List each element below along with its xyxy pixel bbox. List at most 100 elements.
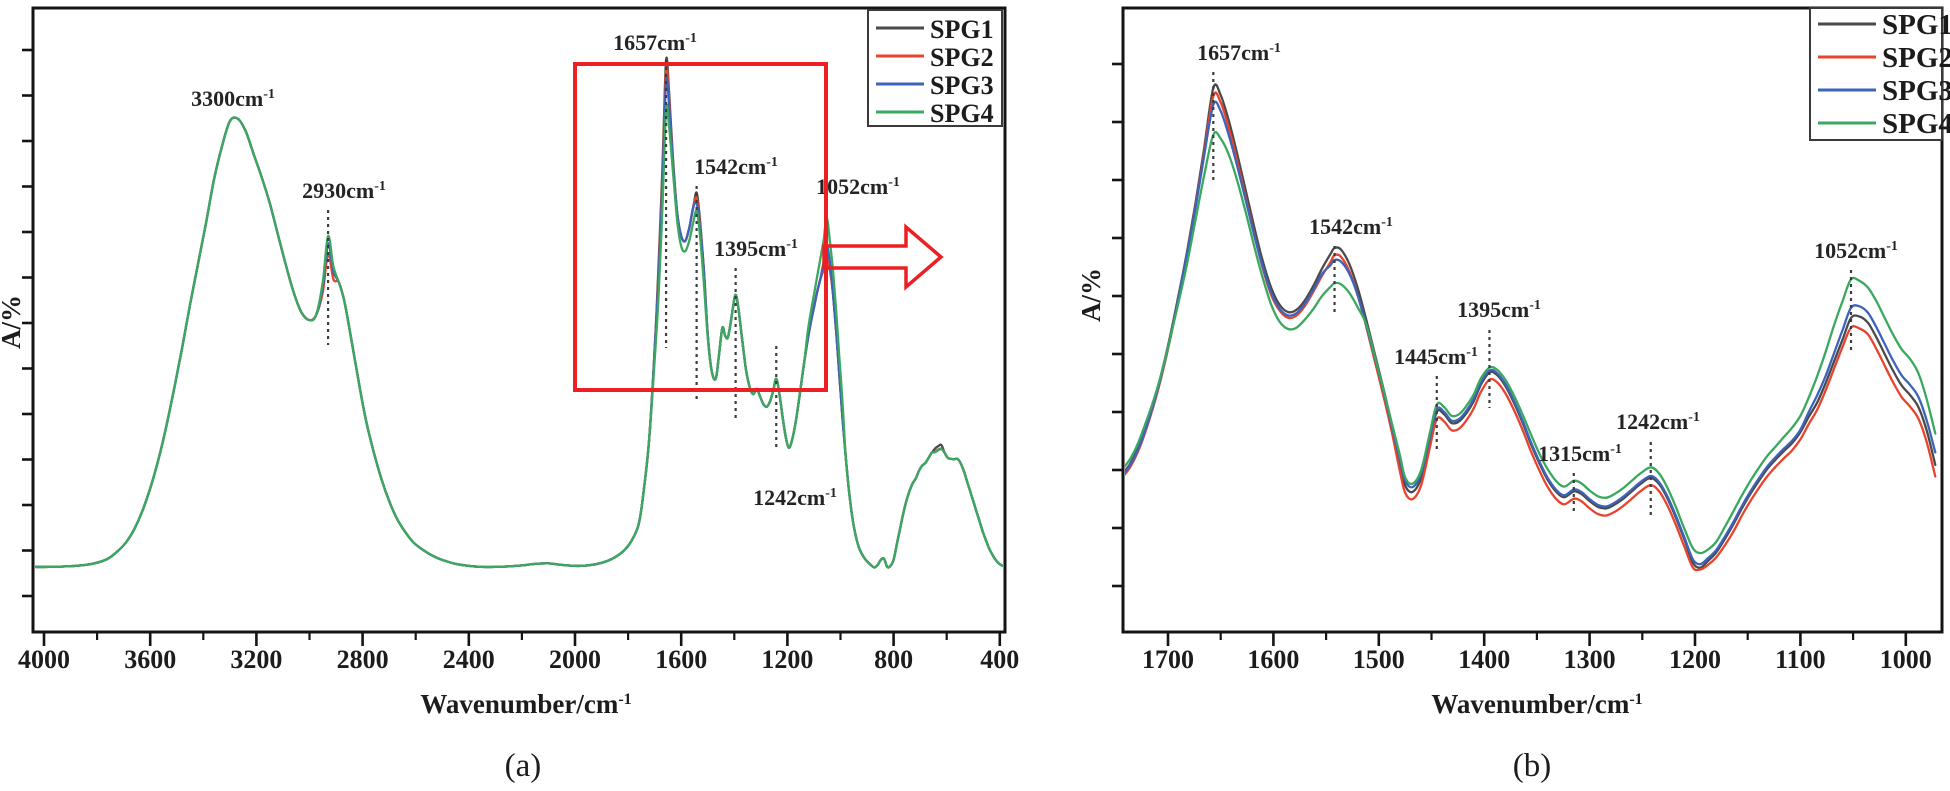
legend-label-spg2: SPG2 (930, 43, 994, 72)
curve-spg1-panel-a (35, 56, 1003, 569)
peak-label-base: 1395cm (1457, 297, 1529, 322)
x-tick-label: 400 (980, 645, 1019, 674)
peak-label-sup: -1 (1610, 442, 1622, 457)
peak-annotation-1445-b: 1445cm-1 (1394, 344, 1478, 452)
peak-annotation-1395-b: 1395cm-1 (1457, 297, 1541, 408)
x-tick-label: 3600 (124, 645, 176, 674)
peak-label: 1542cm-1 (1309, 214, 1393, 239)
peak-label-base: 1445cm (1394, 344, 1466, 369)
yaxis-label-a: A/% (0, 295, 26, 349)
x-tick-label: 1300 (1564, 645, 1616, 674)
xaxis-label-b: Wavenumber/cm-1 (1431, 689, 1642, 719)
peak-annotation-1315-b: 1315cm-1 (1538, 441, 1622, 512)
x-tick-label: 3200 (230, 645, 282, 674)
legend-label-spg1: SPG1 (1882, 9, 1950, 41)
peak-label-base: 1052cm (1814, 238, 1886, 263)
peak-label-base: 1657cm (1197, 40, 1269, 65)
x-tick-label: 1600 (1247, 645, 1299, 674)
x-tick-label: 1500 (1353, 645, 1405, 674)
peak-label-base: 1542cm (694, 154, 766, 179)
curves-panel-b (1125, 83, 1937, 572)
peak-label: 1395cm-1 (714, 236, 798, 261)
peak-label-base: 1395cm (714, 236, 786, 261)
peak-annotation-1395-a: 1395cm-1 (714, 236, 798, 420)
peak-label: 1242cm-1 (1616, 409, 1700, 434)
legend-box (1809, 7, 1943, 141)
peak-label-sup: -1 (766, 155, 778, 170)
peak-annotation-1542-a: 1542cm-1 (694, 154, 778, 400)
x-tick-label: 1000 (1880, 645, 1932, 674)
peak-annotation-3300-a: 3300cm-1 (191, 86, 275, 111)
yaxis-label-b: A/% (1076, 268, 1106, 322)
x-tick-label: 1200 (1669, 645, 1721, 674)
peak-label: 1315cm-1 (1538, 441, 1622, 466)
peak-label: 1052cm-1 (816, 174, 900, 199)
peak-label-base: 1242cm (1616, 409, 1688, 434)
peak-label-sup: -1 (685, 31, 697, 46)
x-tick-label: 1400 (1458, 645, 1510, 674)
x-tick-label: 4000 (18, 645, 70, 674)
peak-label-sup: -1 (1688, 410, 1700, 425)
x-tick-label: 1600 (655, 645, 707, 674)
curve-spg1-panel-b (1125, 83, 1937, 569)
peak-label-sup: -1 (888, 175, 900, 190)
peak-label-sup: -1 (825, 486, 837, 501)
peak-label: 3300cm-1 (191, 86, 275, 111)
peak-label-base: 2930cm (302, 178, 374, 203)
xaxis-label-a-base: Wavenumber/cm (420, 689, 618, 719)
x-tick-label: 2400 (443, 645, 495, 674)
legend-label-spg4: SPG4 (1882, 108, 1950, 140)
legend-label-spg2: SPG2 (1882, 42, 1950, 74)
x-tick-label: 1200 (761, 645, 813, 674)
caption-b: (b) (1513, 748, 1551, 784)
panel-b: 1657cm-11542cm-11445cm-11395cm-11315cm-1… (1112, 6, 1950, 674)
peak-label-base: 1242cm (753, 485, 825, 510)
peak-label-sup: -1 (1886, 239, 1898, 254)
peak-annotation-1242-a: 1242cm-1 (753, 346, 837, 510)
legend-label-spg1: SPG1 (930, 15, 994, 44)
zoom-arrow-icon (822, 223, 944, 291)
peak-label: 1445cm-1 (1394, 344, 1478, 369)
peak-label: 1657cm-1 (613, 30, 697, 55)
peak-label: 1542cm-1 (694, 154, 778, 179)
peak-label: 1395cm-1 (1457, 297, 1541, 322)
x-tick-label: 1700 (1142, 645, 1194, 674)
xaxis-label-a-sup: -1 (618, 691, 631, 708)
curve-spg2-panel-b (1125, 91, 1937, 572)
peak-label-sup: -1 (786, 237, 798, 252)
peak-annotation-1657-a: 1657cm-1 (613, 30, 697, 348)
peak-label-sup: -1 (263, 87, 275, 102)
plot-frame-a (31, 6, 1007, 634)
peak-label: 1052cm-1 (1814, 238, 1898, 263)
plot-frame-b (1121, 6, 1944, 634)
peak-annotation-1052-b: 1052cm-1 (1814, 238, 1898, 350)
peak-label: 2930cm-1 (302, 178, 386, 203)
peak-label-sup: -1 (1466, 345, 1478, 360)
legend-label-spg3: SPG3 (1882, 75, 1950, 107)
peak-label-base: 1315cm (1538, 441, 1610, 466)
x-tick-label: 800 (874, 645, 913, 674)
caption-a: (a) (505, 748, 542, 784)
peak-label-base: 1657cm (613, 30, 685, 55)
legend-label-spg3: SPG3 (930, 71, 994, 100)
curve-spg2-panel-a (35, 66, 1003, 569)
peak-label-sup: -1 (1269, 41, 1281, 56)
xaxis-label-a: Wavenumber/cm-1 (420, 689, 631, 719)
peak-label-base: 3300cm (191, 86, 263, 111)
peak-label: 1242cm-1 (753, 485, 837, 510)
peak-label-sup: -1 (1381, 215, 1393, 230)
x-tick-label: 1100 (1775, 645, 1826, 674)
legend-label-spg4: SPG4 (930, 99, 994, 128)
highlight-box (573, 62, 828, 392)
peak-label-sup: -1 (374, 179, 386, 194)
peak-label-base: 1542cm (1309, 214, 1381, 239)
curve-spg3-panel-b (1125, 100, 1937, 566)
peak-label-sup: -1 (1529, 298, 1541, 313)
curve-spg4-panel-b (1125, 131, 1937, 555)
peak-annotation-1657-b: 1657cm-1 (1197, 40, 1281, 181)
peak-label-base: 1052cm (816, 174, 888, 199)
x-tick-label: 2800 (337, 645, 389, 674)
curve-spg4-panel-a (35, 103, 1003, 569)
